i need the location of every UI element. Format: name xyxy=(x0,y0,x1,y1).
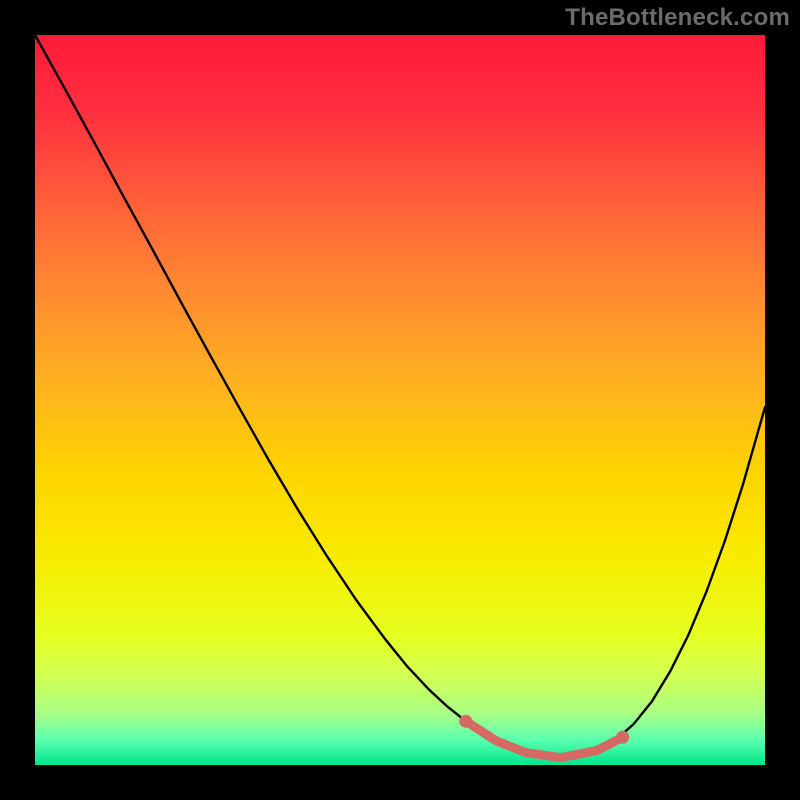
frame-right xyxy=(765,0,800,800)
chart-background xyxy=(35,35,765,765)
highlight-start-marker xyxy=(459,715,472,728)
frame-bottom xyxy=(0,765,800,800)
frame-left xyxy=(0,0,35,800)
highlight-end-marker xyxy=(616,731,629,744)
watermark-text: TheBottleneck.com xyxy=(565,4,790,32)
